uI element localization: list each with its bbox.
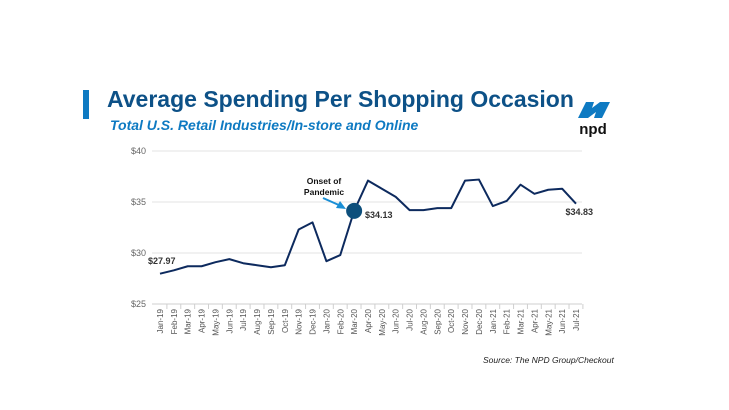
x-tick-label: Jul-21: [572, 308, 581, 330]
x-tick-label: Apr-19: [198, 308, 207, 333]
x-tick-label: Nov-19: [295, 308, 304, 334]
x-tick-label: Dec-20: [475, 308, 484, 334]
x-tick-label: Nov-20: [461, 308, 470, 334]
x-tick-label: May-21: [544, 308, 553, 335]
x-tick-label: Feb-21: [503, 308, 512, 334]
x-tick-label: Jul-19: [239, 308, 248, 330]
x-tick-label: Jul-20: [406, 308, 415, 330]
x-tick-label: Jun-20: [392, 308, 401, 333]
y-tick-label: $25: [131, 299, 146, 309]
source-note: Source: The NPD Group/Checkout: [483, 355, 614, 365]
x-tick-label: Jan-21: [489, 308, 498, 333]
npd-logo: npd: [578, 102, 610, 138]
x-tick-label: Aug-20: [419, 308, 428, 334]
chart-subtitle: Total U.S. Retail Industries/In-store an…: [110, 117, 419, 133]
x-tick-label: Apr-21: [530, 308, 539, 333]
x-tick-label: Sep-20: [433, 308, 442, 334]
x-tick-label: May-19: [211, 308, 220, 335]
y-tick-label: $35: [131, 197, 146, 207]
x-tick-label: Feb-20: [336, 308, 345, 334]
x-tick-label: Aug-19: [253, 308, 262, 334]
x-tick-label: Jan-20: [322, 308, 331, 333]
x-tick-label: Oct-19: [281, 308, 290, 333]
x-tick-label: Mar-21: [517, 308, 526, 334]
x-tick-label: Oct-20: [447, 308, 456, 333]
x-tick-label: Sep-19: [267, 308, 276, 334]
x-tick-label: Apr-20: [364, 308, 373, 333]
data-label: $34.13: [365, 210, 393, 220]
annotation-text: Pandemic: [304, 187, 344, 197]
y-tick-label: $40: [131, 146, 146, 156]
x-tick-label: Dec-19: [309, 308, 318, 334]
x-tick-label: Jun-19: [225, 308, 234, 333]
data-label: $27.97: [148, 256, 176, 266]
pandemic-marker: [346, 202, 363, 219]
annotation-text: Onset of: [307, 176, 342, 186]
annotation-arrowhead: [336, 201, 346, 209]
x-tick-label: May-20: [378, 308, 387, 335]
x-tick-label: Feb-19: [170, 308, 179, 334]
data-line: [159, 178, 577, 275]
data-label: $34.83: [565, 207, 593, 217]
x-tick-label: Mar-20: [350, 308, 359, 334]
svg-text:npd: npd: [579, 121, 607, 138]
x-tick-label: Mar-19: [184, 308, 193, 334]
y-tick-label: $30: [131, 248, 146, 258]
x-tick-label: Jun-21: [558, 308, 567, 333]
x-tick-label: Jan-19: [156, 308, 165, 333]
chart-title: Average Spending Per Shopping Occasion: [107, 86, 574, 112]
title-accent-bar: [83, 90, 89, 119]
